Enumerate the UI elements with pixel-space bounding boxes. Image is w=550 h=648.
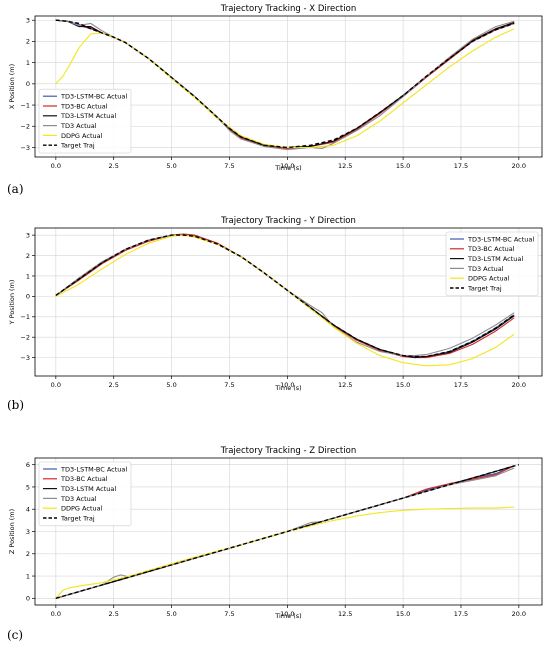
y-tick-label: 2 [26,38,30,46]
x-tick-label: 7.5 [224,610,234,618]
y-tick-label: 0 [26,595,30,603]
series-line-target-traj [55,19,515,149]
y-tick-label: 1 [26,59,30,67]
series-line-td3-lstm-bc-actual [55,234,515,358]
y-tick-label: 2 [26,550,30,558]
y-axis-label: X Position (m) [8,64,16,109]
y-tick-label: 1 [26,272,30,280]
legend-label: TD3 Actual [60,122,97,130]
chart-x-direction: 0.0 2.5 5.0 7.5 10.0 12.5 15.0 17.5 20.0 −3 −2 −1 0 1… [8,4,543,172]
legend-label: TD3 Actual [60,495,97,503]
x-tick-label: 20.0 [512,381,526,389]
legend-label: Target Traj [467,284,502,292]
x-axis-label: Time (s) [274,384,301,392]
y-tick-label: −3 [20,144,30,152]
x-tick-label: 5.0 [166,610,176,618]
x-tick-label: 17.5 [454,162,468,170]
x-tick-label: 20.0 [512,610,526,618]
legend-box [38,461,132,527]
legend: TD3-LSTM-BC Actual TD3-BC Actual TD3-LSTM … [38,461,132,527]
series-line-target-traj [55,464,519,599]
x-tick-label: 17.5 [454,610,468,618]
y-tick-label: −1 [20,101,30,109]
x-tick-label: 5.0 [166,381,176,389]
x-tick-label: 12.5 [338,381,352,389]
legend-label: TD3-BC Actual [60,475,108,483]
series-line-target-traj [55,234,515,358]
x-tick-label: 12.5 [338,610,352,618]
legend-label: Target Traj [60,142,95,150]
y-tick-label: −1 [20,313,30,321]
legend-label: TD3-BC Actual [467,245,515,253]
x-tick-label: 2.5 [109,610,119,618]
chart-z-direction: 0.0 2.5 5.0 7.5 10.0 12.5 15.0 17.5 20.00123456T… [8,446,543,620]
y-axis-label: Z Position (m) [8,509,16,554]
x-tick-label: 15.0 [396,610,410,618]
legend-label: TD3-LSTM-BC Actual [60,465,127,473]
y-tick-label: 3 [26,231,30,239]
legend-box [445,231,539,297]
x-tick-label: 0.0 [51,381,61,389]
series-line-ddpg-actual [55,28,515,149]
plot-frame [34,227,543,377]
y-tick-label: 4 [26,506,30,514]
legend-label: TD3 Actual [467,265,504,273]
x-tick-label: 0.0 [51,162,61,170]
x-tick-label: 2.5 [109,381,119,389]
series-line-td3-bc-actual [55,233,515,359]
x-tick-label: 10.0 [280,162,294,170]
legend-label: TD3-LSTM-BC Actual [60,93,127,101]
panel-label-c: (c) [7,628,24,642]
y-tick-label: 5 [26,483,30,491]
legend-label: TD3-BC Actual [60,102,108,110]
x-tick-label: 5.0 [166,162,176,170]
legend-label: DDPG Actual [61,505,103,513]
panel-label-a: (a) [7,182,24,196]
y-tick-label: −3 [20,354,30,362]
series-line-ddpg-actual [55,234,515,367]
x-tick-label: 2.5 [109,162,119,170]
x-tick-label: 15.0 [396,381,410,389]
x-tick-label: 7.5 [224,162,234,170]
x-tick-label: 15.0 [396,162,410,170]
chart-title: Trajectory Tracking - Z Direction [220,446,356,456]
legend-box [38,88,132,154]
y-tick-label: 3 [26,528,30,536]
y-tick-label: 1 [26,572,30,580]
legend-label: TD3-LSTM Actual [60,112,116,120]
x-tick-label: 20.0 [512,162,526,170]
panel-label-b: (b) [7,398,25,412]
legend-label: Target Traj [60,514,95,522]
x-axis-label: Time (s) [274,164,301,172]
x-tick-label: 10.0 [280,610,294,618]
y-tick-label: −2 [20,334,30,342]
x-tick-label: 12.5 [338,162,352,170]
legend-label: DDPG Actual [61,132,103,140]
x-tick-label: 7.5 [224,381,234,389]
x-tick-label: 10.0 [280,381,294,389]
chart-title: Trajectory Tracking - Y Direction [220,216,356,226]
y-tick-label: 0 [26,293,30,301]
y-tick-label: 3 [26,17,30,25]
legend: TD3-LSTM-BC Actual TD3-BC Actual TD3-LSTM … [445,231,539,297]
legend-label: TD3-LSTM Actual [467,255,523,263]
x-tick-label: 0.0 [51,610,61,618]
y-tick-label: 0 [26,80,30,88]
x-tick-label: 17.5 [454,381,468,389]
series-line-td3-actual [55,234,515,357]
legend-label: DDPG Actual [468,275,510,283]
chart-y-direction: 0.0 2.5 5.0 7.5 10.0 12.5 15.0 17.5 20.0 −3 −2 −1 0 1… [8,216,543,392]
plot-frame [34,15,543,158]
chart-title: Trajectory Tracking - X Direction [220,4,356,14]
y-axis-label: Y Position (m) [8,280,16,326]
y-tick-label: −2 [20,123,30,131]
legend-label: TD3-LSTM Actual [60,485,116,493]
y-tick-label: 6 [26,461,30,469]
legend-label: TD3-LSTM-BC Actual [467,235,534,243]
x-axis-label: Time (s) [274,612,301,620]
y-tick-label: 2 [26,252,30,260]
